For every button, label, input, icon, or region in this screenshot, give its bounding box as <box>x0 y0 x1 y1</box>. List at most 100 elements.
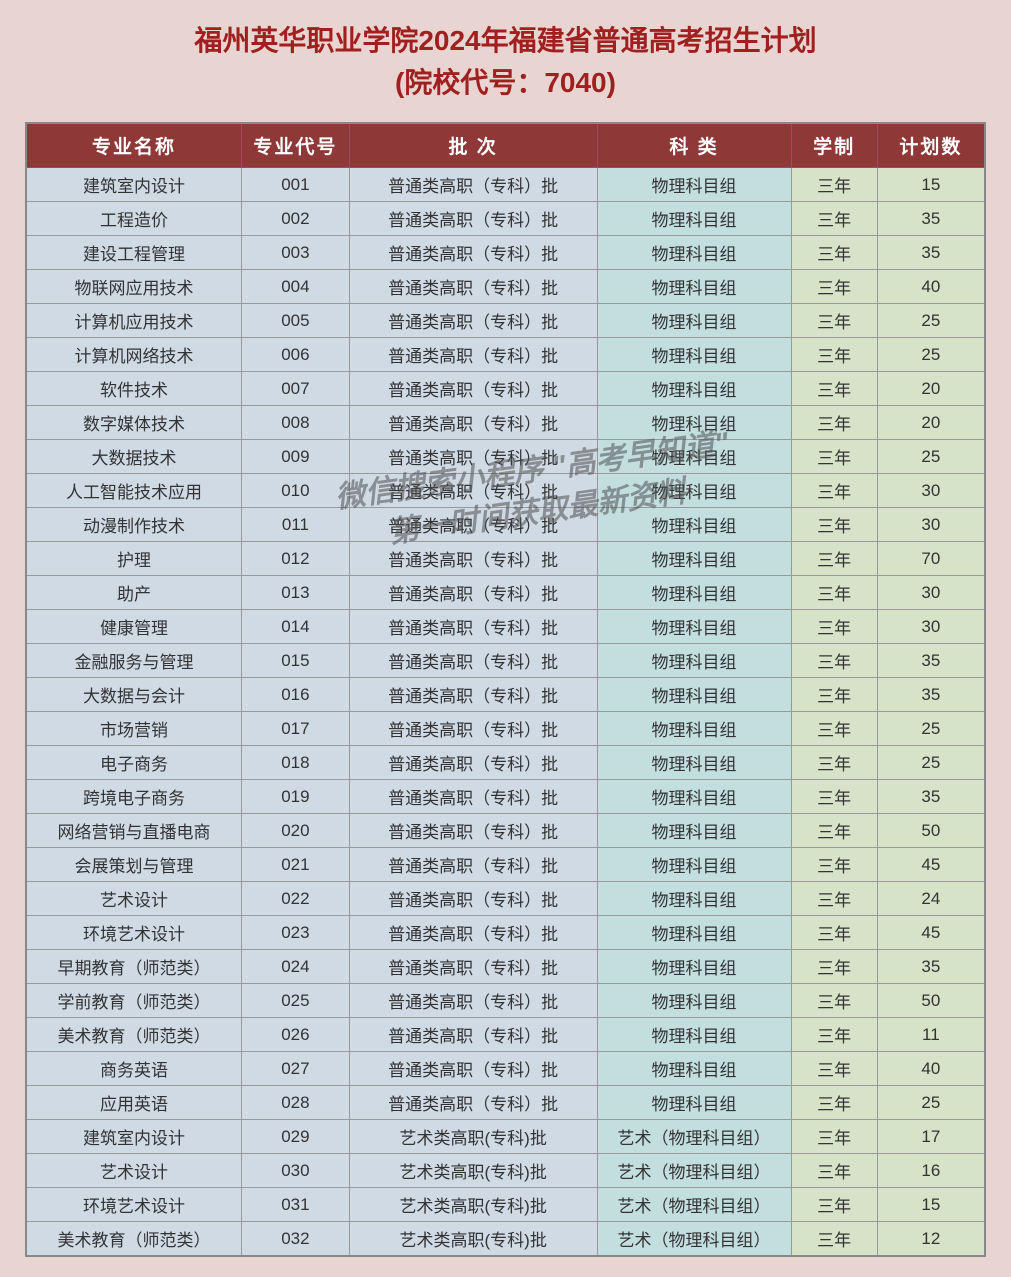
cell-plan-count: 30 <box>877 610 985 644</box>
cell-major-name: 网络营销与直播电商 <box>26 814 242 848</box>
table-row: 电子商务018普通类高职（专科）批物理科目组三年25 <box>26 746 985 780</box>
cell-duration: 三年 <box>791 440 877 474</box>
cell-major-code: 004 <box>242 270 350 304</box>
table-row: 大数据与会计016普通类高职（专科）批物理科目组三年35 <box>26 678 985 712</box>
cell-major-code: 006 <box>242 338 350 372</box>
table-row: 网络营销与直播电商020普通类高职（专科）批物理科目组三年50 <box>26 814 985 848</box>
col-header-dur: 学制 <box>791 123 877 168</box>
cell-major-name: 环境艺术设计 <box>26 1188 242 1222</box>
cell-major-name: 美术教育（师范类） <box>26 1018 242 1052</box>
cell-plan-count: 45 <box>877 848 985 882</box>
cell-category: 物理科目组 <box>597 304 791 338</box>
cell-major-code: 025 <box>242 984 350 1018</box>
cell-major-code: 024 <box>242 950 350 984</box>
cell-duration: 三年 <box>791 1222 877 1257</box>
table-row: 环境艺术设计023普通类高职（专科）批物理科目组三年45 <box>26 916 985 950</box>
cell-major-code: 031 <box>242 1188 350 1222</box>
cell-batch: 普通类高职（专科）批 <box>349 1052 597 1086</box>
table-row: 建筑室内设计029艺术类高职(专科)批艺术（物理科目组）三年17 <box>26 1120 985 1154</box>
cell-major-code: 023 <box>242 916 350 950</box>
cell-major-name: 动漫制作技术 <box>26 508 242 542</box>
cell-major-code: 007 <box>242 372 350 406</box>
cell-plan-count: 50 <box>877 984 985 1018</box>
cell-batch: 普通类高职（专科）批 <box>349 678 597 712</box>
table-row: 美术教育（师范类）026普通类高职（专科）批物理科目组三年11 <box>26 1018 985 1052</box>
cell-major-code: 012 <box>242 542 350 576</box>
col-header-plan: 计划数 <box>877 123 985 168</box>
title-line-1: 福州英华职业学院2024年福建省普通高考招生计划 <box>194 25 816 56</box>
cell-duration: 三年 <box>791 950 877 984</box>
cell-major-code: 028 <box>242 1086 350 1120</box>
cell-duration: 三年 <box>791 270 877 304</box>
cell-plan-count: 30 <box>877 474 985 508</box>
cell-batch: 普通类高职（专科）批 <box>349 848 597 882</box>
cell-batch: 普通类高职（专科）批 <box>349 916 597 950</box>
cell-batch: 艺术类高职(专科)批 <box>349 1222 597 1257</box>
cell-batch: 普通类高职（专科）批 <box>349 1018 597 1052</box>
cell-batch: 普通类高职（专科）批 <box>349 202 597 236</box>
cell-plan-count: 12 <box>877 1222 985 1257</box>
cell-duration: 三年 <box>791 882 877 916</box>
table-row: 美术教育（师范类）032艺术类高职(专科)批艺术（物理科目组）三年12 <box>26 1222 985 1257</box>
cell-major-code: 020 <box>242 814 350 848</box>
cell-plan-count: 20 <box>877 372 985 406</box>
cell-category: 物理科目组 <box>597 1018 791 1052</box>
cell-plan-count: 16 <box>877 1154 985 1188</box>
cell-plan-count: 35 <box>877 202 985 236</box>
col-header-code: 专业代号 <box>242 123 350 168</box>
cell-major-code: 032 <box>242 1222 350 1257</box>
cell-duration: 三年 <box>791 746 877 780</box>
cell-duration: 三年 <box>791 508 877 542</box>
cell-major-code: 014 <box>242 610 350 644</box>
table-row: 早期教育（师范类）024普通类高职（专科）批物理科目组三年35 <box>26 950 985 984</box>
table-body: 建筑室内设计001普通类高职（专科）批物理科目组三年15工程造价002普通类高职… <box>26 168 985 1257</box>
cell-category: 物理科目组 <box>597 236 791 270</box>
cell-plan-count: 15 <box>877 1188 985 1222</box>
cell-batch: 普通类高职（专科）批 <box>349 338 597 372</box>
cell-category: 物理科目组 <box>597 644 791 678</box>
table-row: 计算机网络技术006普通类高职（专科）批物理科目组三年25 <box>26 338 985 372</box>
cell-plan-count: 25 <box>877 746 985 780</box>
table-row: 环境艺术设计031艺术类高职(专科)批艺术（物理科目组）三年15 <box>26 1188 985 1222</box>
cell-plan-count: 35 <box>877 780 985 814</box>
table-row: 健康管理014普通类高职（专科）批物理科目组三年30 <box>26 610 985 644</box>
cell-batch: 普通类高职（专科）批 <box>349 780 597 814</box>
cell-category: 物理科目组 <box>597 780 791 814</box>
cell-category: 物理科目组 <box>597 406 791 440</box>
cell-plan-count: 40 <box>877 1052 985 1086</box>
cell-major-name: 会展策划与管理 <box>26 848 242 882</box>
cell-major-name: 计算机应用技术 <box>26 304 242 338</box>
cell-duration: 三年 <box>791 576 877 610</box>
table-row: 跨境电子商务019普通类高职（专科）批物理科目组三年35 <box>26 780 985 814</box>
cell-duration: 三年 <box>791 644 877 678</box>
table-row: 人工智能技术应用010普通类高职（专科）批物理科目组三年30 <box>26 474 985 508</box>
cell-duration: 三年 <box>791 1154 877 1188</box>
cell-major-code: 022 <box>242 882 350 916</box>
cell-category: 物理科目组 <box>597 746 791 780</box>
col-header-cat: 科 类 <box>597 123 791 168</box>
cell-batch: 普通类高职（专科）批 <box>349 1086 597 1120</box>
cell-major-name: 助产 <box>26 576 242 610</box>
cell-major-name: 计算机网络技术 <box>26 338 242 372</box>
table-row: 护理012普通类高职（专科）批物理科目组三年70 <box>26 542 985 576</box>
cell-category: 物理科目组 <box>597 576 791 610</box>
cell-batch: 普通类高职（专科）批 <box>349 712 597 746</box>
cell-duration: 三年 <box>791 542 877 576</box>
cell-duration: 三年 <box>791 780 877 814</box>
cell-category: 物理科目组 <box>597 542 791 576</box>
cell-major-name: 艺术设计 <box>26 882 242 916</box>
cell-category: 艺术（物理科目组） <box>597 1222 791 1257</box>
cell-duration: 三年 <box>791 814 877 848</box>
cell-category: 物理科目组 <box>597 916 791 950</box>
table-row: 会展策划与管理021普通类高职（专科）批物理科目组三年45 <box>26 848 985 882</box>
cell-batch: 普通类高职（专科）批 <box>349 576 597 610</box>
cell-batch: 普通类高职（专科）批 <box>349 440 597 474</box>
cell-batch: 普通类高职（专科）批 <box>349 644 597 678</box>
cell-major-code: 002 <box>242 202 350 236</box>
cell-major-name: 金融服务与管理 <box>26 644 242 678</box>
cell-duration: 三年 <box>791 474 877 508</box>
cell-category: 物理科目组 <box>597 372 791 406</box>
cell-major-name: 商务英语 <box>26 1052 242 1086</box>
cell-plan-count: 25 <box>877 1086 985 1120</box>
cell-batch: 普通类高职（专科）批 <box>349 950 597 984</box>
